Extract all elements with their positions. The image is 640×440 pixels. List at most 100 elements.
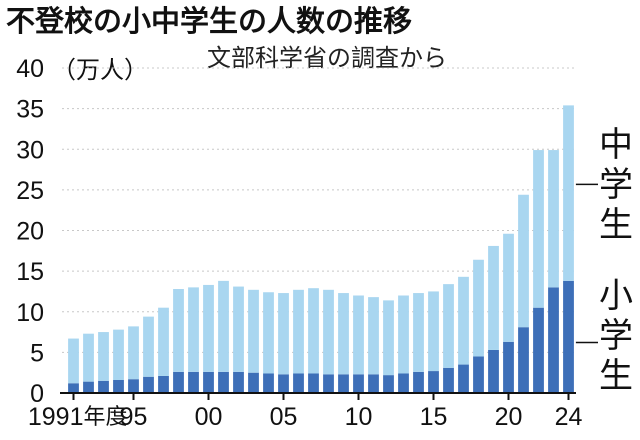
bar-elementary xyxy=(353,374,364,393)
y-axis-ticks: 0 5 10 15 20 25 30 35 40 xyxy=(16,55,44,408)
bar-elementary xyxy=(263,373,274,393)
bar-junior-high xyxy=(533,150,544,308)
y-tick-label: 40 xyxy=(16,55,44,83)
y-tick-label: 25 xyxy=(16,177,44,205)
bar-elementary xyxy=(503,341,514,393)
bar-junior-high xyxy=(383,300,394,376)
elementary-label-char: 学 xyxy=(599,316,633,356)
y-tick-label: 0 xyxy=(30,380,44,408)
x-tick-label: 24 xyxy=(555,403,583,431)
bar-elementary xyxy=(173,371,184,393)
bar-junior-high xyxy=(128,326,139,380)
bar-elementary xyxy=(143,376,154,393)
x-tick-suffix: 年度 xyxy=(84,405,128,430)
chart-title: 不登校の小中学生の人数の推移 xyxy=(6,4,412,38)
x-tick-label: 95 xyxy=(120,403,148,431)
bar-junior-high xyxy=(188,287,199,372)
y-tick-label: 10 xyxy=(16,299,44,327)
bar-elementary xyxy=(293,373,304,393)
bar-junior-high xyxy=(428,291,439,372)
bar-elementary xyxy=(548,287,559,393)
bar-elementary xyxy=(203,371,214,393)
bar-junior-high xyxy=(338,293,349,375)
bar-elementary xyxy=(563,280,574,393)
bar-elementary xyxy=(218,371,229,393)
x-tick-label: 15 xyxy=(420,403,448,431)
bar-elementary xyxy=(158,375,169,393)
bar-elementary xyxy=(98,380,109,393)
junior-high-label-char: 学 xyxy=(599,165,633,205)
bar-junior-high xyxy=(368,297,379,375)
bar-elementary xyxy=(368,374,379,393)
bar-elementary xyxy=(338,374,349,393)
x-tick-label: 05 xyxy=(270,403,298,431)
bar-junior-high xyxy=(263,292,274,374)
bar-elementary xyxy=(473,356,484,393)
bar-junior-high xyxy=(203,284,214,372)
bar-junior-high xyxy=(398,295,409,374)
bars xyxy=(68,105,574,393)
bar-junior-high xyxy=(248,289,259,373)
bar-junior-high xyxy=(143,316,154,377)
y-tick-label: 5 xyxy=(30,339,44,367)
bar-junior-high xyxy=(113,329,124,380)
bar-elementary xyxy=(308,373,319,393)
bar-junior-high xyxy=(173,289,184,372)
junior-high-label-char: 生 xyxy=(599,205,633,245)
bar-junior-high xyxy=(548,150,559,288)
bar-junior-high xyxy=(473,259,484,357)
x-tick-label: 20 xyxy=(495,403,523,431)
bar-elementary xyxy=(128,379,139,393)
bar-elementary xyxy=(248,372,259,393)
bar-junior-high xyxy=(503,233,514,342)
bar-junior-high xyxy=(353,295,364,375)
bar-elementary xyxy=(518,327,529,393)
y-tick-label: 20 xyxy=(16,218,44,246)
bar-elementary xyxy=(458,364,469,393)
y-tick-label: 30 xyxy=(16,136,44,164)
bar-junior-high xyxy=(158,307,169,376)
x-tick-label: 10 xyxy=(345,403,373,431)
bar-elementary xyxy=(233,371,244,393)
bar-junior-high xyxy=(518,194,529,328)
bar-junior-high xyxy=(83,333,94,382)
bar-elementary xyxy=(278,374,289,393)
bar-elementary xyxy=(188,371,199,393)
y-tick-label: 15 xyxy=(16,258,44,286)
junior-high-label-char: 中 xyxy=(599,125,633,165)
bar-elementary xyxy=(488,349,499,393)
bar-junior-high xyxy=(98,332,109,381)
bar-junior-high xyxy=(233,286,244,372)
y-tick-label: 35 xyxy=(16,96,44,124)
x-tick-label: 00 xyxy=(195,403,223,431)
bar-elementary xyxy=(383,375,394,393)
bar-junior-high xyxy=(308,288,319,374)
bar-elementary xyxy=(83,381,94,393)
bar-elementary xyxy=(323,374,334,393)
x-tick-label: 1991 xyxy=(28,403,84,431)
bar-junior-high xyxy=(293,289,304,374)
bar-junior-high xyxy=(68,338,79,384)
bar-elementary xyxy=(68,383,79,393)
bar-junior-high xyxy=(443,284,454,368)
elementary-label-char: 小 xyxy=(599,276,633,316)
elementary-label-char: 生 xyxy=(599,356,633,396)
bar-junior-high xyxy=(413,293,424,372)
chart-subtitle: 文部科学省の調査から xyxy=(207,44,447,72)
bar-elementary xyxy=(533,307,544,393)
bar-junior-high xyxy=(488,245,499,350)
bar-elementary xyxy=(398,373,409,393)
bar-junior-high xyxy=(323,289,334,375)
bar-junior-high xyxy=(218,280,229,372)
bar-junior-high xyxy=(278,293,289,375)
bar-junior-high xyxy=(563,105,574,281)
bar-elementary xyxy=(443,367,454,393)
bar-junior-high xyxy=(458,276,469,365)
bar-elementary xyxy=(413,371,424,393)
bar-elementary xyxy=(113,380,124,393)
y-axis-unit: （万人） xyxy=(52,56,148,84)
bar-elementary xyxy=(428,371,439,393)
